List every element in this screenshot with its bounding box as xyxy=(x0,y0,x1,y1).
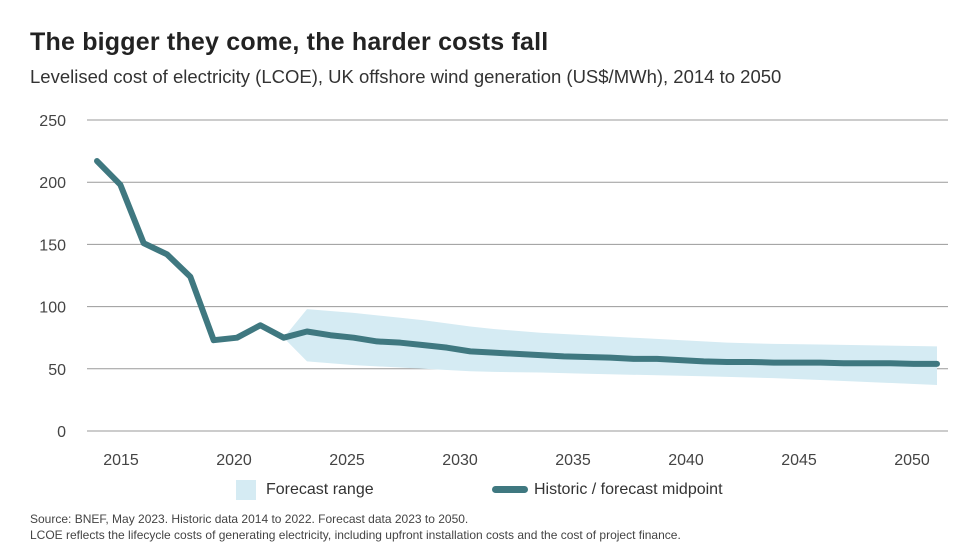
legend-midpoint-label: Historic / forecast midpoint xyxy=(534,481,723,498)
source-note: Source: BNEF, May 2023. Historic data 20… xyxy=(30,512,469,526)
x-tick-label: 2035 xyxy=(555,452,591,469)
lcoe-note: LCOE reflects the lifecycle costs of gen… xyxy=(30,528,681,542)
x-tick-label: 2025 xyxy=(329,452,365,469)
legend-midpoint-swatch xyxy=(492,486,528,493)
forecast-range-band xyxy=(283,309,938,385)
y-tick-label: 0 xyxy=(57,424,66,441)
x-tick-label: 2045 xyxy=(781,452,817,469)
x-tick-label: 2015 xyxy=(103,452,139,469)
x-tick-label: 2040 xyxy=(668,452,704,469)
legend-forecast-range-label: Forecast range xyxy=(266,481,374,498)
x-tick-label: 2020 xyxy=(216,452,252,469)
chart-subtitle: Levelised cost of electricity (LCOE), UK… xyxy=(30,66,782,87)
x-tick-label: 2050 xyxy=(894,452,930,469)
x-tick-label: 2030 xyxy=(442,452,478,469)
y-tick-label: 50 xyxy=(48,362,66,379)
y-tick-label: 200 xyxy=(39,175,66,192)
chart-title: The bigger they come, the harder costs f… xyxy=(30,28,549,56)
y-tick-label: 100 xyxy=(39,300,66,317)
y-tick-label: 150 xyxy=(39,237,66,254)
legend-forecast-range-swatch xyxy=(236,480,256,500)
y-tick-label: 250 xyxy=(39,113,66,130)
